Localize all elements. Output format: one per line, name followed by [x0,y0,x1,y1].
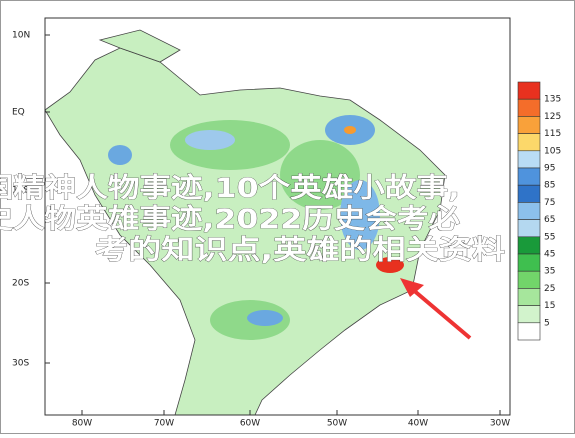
lon-label: 50W [327,419,347,429]
legend-swatch [517,253,541,272]
arrow [403,281,472,340]
legend-label: 35 [544,267,555,277]
axes: 10N EQ 10S 20S 30S 80W 70W 60W 50W 40W 30W [12,31,510,429]
lat-label: 30S [12,359,29,369]
overlay-text: 考的知识点,英雄的相关资料 [95,234,505,266]
legend-swatch [517,150,541,169]
legend-swatch [517,184,541,203]
legend-label: 65 [544,215,555,225]
lat-label: 10N [12,31,30,41]
lon-label: 80W [72,419,92,429]
legend-swatch [517,116,541,134]
legend-swatch [517,236,541,255]
legend-label: 125 [544,112,561,122]
legend-label: 45 [544,250,555,260]
legend-swatch [517,270,541,289]
legend-label: 135 [544,95,561,105]
legend-swatch [517,202,541,220]
legend-label: 75 [544,198,555,208]
legend-label: 115 [544,129,561,139]
lat-label: 20S [12,279,29,289]
overlay: 爱国精神人物事迹,10个英雄小故事,历史人物英雄事迹,2022历史会考必考的知识… [0,173,505,267]
legend-swatch [517,219,541,238]
legend-swatch [517,305,541,324]
legend-swatch [517,322,541,341]
map-frame [44,17,511,416]
legend-label: 15 [544,301,555,311]
lat-label: 10S [12,186,29,196]
legend-swatch [517,288,541,306]
legend-swatch [517,133,541,152]
lon-label: 70W [154,419,174,429]
legend: 135 125 115 105 95 85 75 65 55 45 35 25 15 5 [517,81,561,341]
legend-label: 85 [544,181,555,191]
legend-label: 25 [544,284,555,294]
legend-label: 5 [544,318,550,328]
lon-label: 40W [408,419,428,429]
land [44,29,446,416]
legend-label: 105 [544,146,561,156]
legend-swatch [517,98,541,117]
lon-label: 60W [240,419,260,429]
legend-label: 55 [544,232,555,242]
overlay-text: 爱国精神人物事迹,10个英雄小故事, [0,173,460,204]
arrow-head [400,278,424,297]
lat-label: EQ [12,108,25,118]
legend-swatch [517,81,541,100]
overlay-text: 历史人物英雄事迹,2022历史会考必 [0,204,460,235]
legend-label: 95 [544,164,555,174]
legend-swatch [517,167,541,186]
lon-label: 30W [490,419,510,429]
